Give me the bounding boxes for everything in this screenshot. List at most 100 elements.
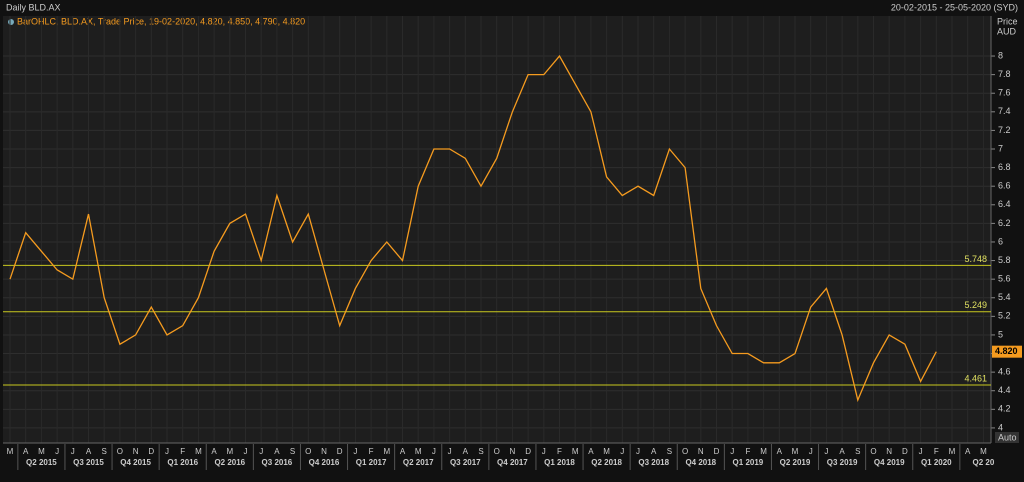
x-tick-label: A [400, 447, 406, 456]
x-tick-label: A [777, 447, 783, 456]
x-tick-label: M [38, 447, 45, 456]
x-tick-label: M [7, 447, 14, 456]
quarter-label: Q1 2018 [544, 458, 575, 467]
x-tick-label: J [165, 447, 169, 456]
x-tick-label: M [760, 447, 767, 456]
quarter-label: Q3 2016 [262, 458, 293, 467]
x-tick-label: J [730, 447, 734, 456]
quarter-label: Q3 2015 [73, 458, 104, 467]
x-tick-label: A [651, 447, 657, 456]
quarter-label: Q1 2020 [921, 458, 952, 467]
x-tick-label: A [86, 447, 92, 456]
x-tick-label: F [369, 447, 374, 456]
quarter-label: Q2 20 [973, 458, 995, 467]
x-tick-label: A [463, 447, 469, 456]
chart-title: Daily BLD.AX [6, 2, 61, 12]
x-tick-label: A [211, 447, 217, 456]
x-tick-label: M [226, 447, 233, 456]
x-tick-label: D [525, 447, 531, 456]
x-tick-label: J [919, 447, 923, 456]
last-price-label: 4.820 [995, 346, 1018, 356]
x-tick-label: A [965, 447, 971, 456]
x-tick-label: J [809, 447, 813, 456]
quarter-label: Q1 2019 [733, 458, 764, 467]
y-tick-label: 6.4 [998, 199, 1011, 209]
x-tick-label: J [259, 447, 263, 456]
quarter-label: Q3 2018 [638, 458, 669, 467]
x-tick-label: A [23, 447, 29, 456]
x-tick-label: M [572, 447, 579, 456]
date-range: 20-02-2015 - 25-05-2020 (SYD) [891, 2, 1018, 12]
price-line [9, 54, 937, 403]
quarter-label: Q4 2017 [497, 458, 528, 467]
y-tick-label: 5.8 [998, 255, 1011, 265]
x-tick-label: D [902, 447, 908, 456]
x-tick-label: J [448, 447, 452, 456]
x-tick-label: J [542, 447, 546, 456]
x-tick-label: O [305, 447, 311, 456]
quarter-label: Q4 2016 [309, 458, 340, 467]
x-tick-label: M [980, 447, 987, 456]
y-tick-label: 6 [998, 236, 1003, 246]
x-tick-label: M [603, 447, 610, 456]
y-label: AUD [997, 26, 1017, 36]
quarter-label: Q1 2016 [167, 458, 198, 467]
y-tick-label: 7 [998, 143, 1003, 153]
x-tick-label: N [698, 447, 704, 456]
x-tick-label: F [745, 447, 750, 456]
x-tick-label: S [855, 447, 860, 456]
x-tick-label: J [353, 447, 357, 456]
quarter-label: Q2 2015 [26, 458, 57, 467]
x-tick-label: F [180, 447, 185, 456]
y-tick-label: 4.4 [998, 385, 1011, 395]
quarter-label: Q2 2019 [780, 458, 811, 467]
y-tick-label: 8 [998, 50, 1003, 60]
x-tick-label: M [195, 447, 202, 456]
legend-icon [8, 19, 14, 25]
auto-label[interactable]: Auto [998, 432, 1017, 442]
x-tick-label: S [290, 447, 295, 456]
y-tick-label: 4 [998, 422, 1003, 432]
quarter-label: Q3 2017 [450, 458, 481, 467]
quarter-label: Q4 2015 [120, 458, 151, 467]
x-tick-label: J [71, 447, 75, 456]
quarter-label: Q1 2017 [356, 458, 387, 467]
y-tick-label: 7.6 [998, 88, 1011, 98]
level-label: 5.249 [964, 300, 987, 310]
x-tick-label: F [934, 447, 939, 456]
x-tick-label: M [383, 447, 390, 456]
quarter-label: Q3 2019 [827, 458, 858, 467]
quarter-label: Q2 2018 [591, 458, 622, 467]
y-tick-label: 5 [998, 329, 1003, 339]
y-tick-label: 7.4 [998, 106, 1011, 116]
y-tick-label: 6.6 [998, 181, 1011, 191]
x-tick-label: O [494, 447, 500, 456]
x-tick-label: S [667, 447, 672, 456]
x-tick-label: N [321, 447, 327, 456]
x-tick-label: O [682, 447, 688, 456]
level-label: 5.748 [964, 254, 987, 264]
y-tick-label: 4.6 [998, 367, 1011, 377]
quarter-label: Q2 2017 [403, 458, 434, 467]
last-price-tag [992, 345, 1022, 358]
x-tick-label: M [792, 447, 799, 456]
y-label: Price [997, 16, 1018, 26]
auto-button[interactable] [995, 432, 1019, 443]
x-tick-label: D [714, 447, 720, 456]
x-tick-label: A [839, 447, 845, 456]
x-tick-label: A [274, 447, 280, 456]
y-tick-label: 5.4 [998, 292, 1011, 302]
x-tick-label: N [510, 447, 516, 456]
x-tick-label: J [55, 447, 59, 456]
quarter-label: Q2 2016 [214, 458, 245, 467]
x-tick-label: N [133, 447, 139, 456]
x-tick-label: J [620, 447, 624, 456]
y-tick-label: 5.2 [998, 311, 1011, 321]
x-tick-label: D [337, 447, 343, 456]
y-tick-label: 4.2 [998, 404, 1011, 414]
x-tick-label: N [886, 447, 892, 456]
y-tick-label: 5.6 [998, 274, 1011, 284]
x-tick-label: J [432, 447, 436, 456]
x-tick-label: S [102, 447, 107, 456]
